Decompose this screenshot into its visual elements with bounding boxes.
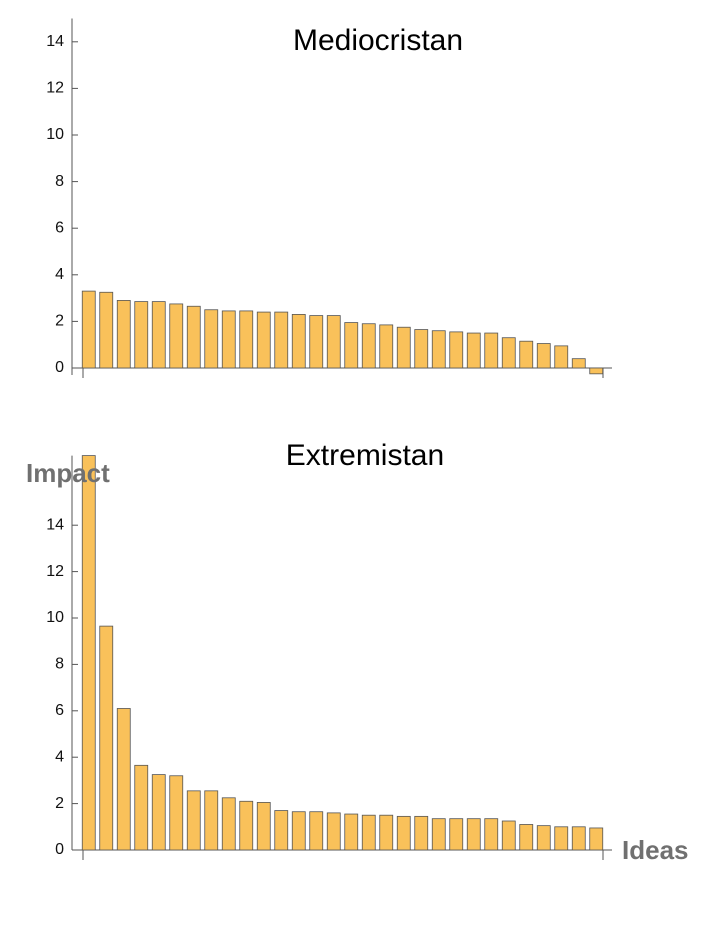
bar xyxy=(186,790,201,851)
x-axis-label: Ideas xyxy=(622,835,689,865)
bar xyxy=(239,310,254,369)
chart-title: Extremistan xyxy=(286,439,444,472)
bar xyxy=(291,811,306,851)
y-tick-label: 14 xyxy=(46,33,64,50)
bar xyxy=(536,343,551,369)
bar xyxy=(379,814,394,851)
bar xyxy=(221,797,236,851)
bar xyxy=(414,329,429,369)
bar xyxy=(519,824,534,851)
bar xyxy=(361,323,376,369)
chart-title: Mediocristan xyxy=(293,24,463,57)
bar xyxy=(484,818,499,851)
bar xyxy=(379,324,394,369)
bar xyxy=(116,708,131,851)
bar xyxy=(431,818,446,851)
bar xyxy=(204,309,219,369)
bar xyxy=(484,332,499,369)
bar xyxy=(326,812,341,851)
bar xyxy=(81,455,96,851)
bar xyxy=(344,322,359,369)
bar xyxy=(116,300,131,369)
bar xyxy=(431,330,446,369)
bar xyxy=(396,815,411,851)
bar xyxy=(519,340,534,369)
bar xyxy=(396,326,411,369)
y-tick-label: 6 xyxy=(55,702,64,719)
y-tick-label: 8 xyxy=(55,173,64,190)
y-tick-label: 0 xyxy=(55,841,64,858)
y-tick-label: 2 xyxy=(55,313,64,330)
bar xyxy=(134,301,149,369)
bar xyxy=(309,811,324,851)
bar xyxy=(449,331,464,369)
y-tick-label: 12 xyxy=(46,80,64,97)
y-tick-label: 4 xyxy=(55,266,64,283)
bar xyxy=(274,810,289,851)
bar xyxy=(501,337,516,369)
y-tick-label: 0 xyxy=(55,359,64,376)
bar xyxy=(169,775,184,851)
bar xyxy=(589,827,604,851)
bar xyxy=(326,315,341,369)
bar xyxy=(204,790,219,851)
bar xyxy=(151,301,166,369)
bar xyxy=(239,800,254,851)
y-tick-label: 6 xyxy=(55,219,64,236)
bar xyxy=(449,818,464,851)
bar xyxy=(414,815,429,851)
bar xyxy=(134,764,149,851)
bar xyxy=(274,311,289,369)
bar xyxy=(589,367,604,375)
bar xyxy=(291,314,306,369)
y-tick-label: 4 xyxy=(55,748,64,765)
bar xyxy=(554,826,569,851)
bar xyxy=(361,814,376,851)
bar xyxy=(186,305,201,369)
y-tick-label: 8 xyxy=(55,656,64,673)
y-tick-label: 10 xyxy=(46,609,64,626)
bar xyxy=(501,820,516,851)
y-tick-label: 12 xyxy=(46,563,64,580)
bar xyxy=(169,303,184,369)
y-tick-label: 14 xyxy=(46,516,64,533)
bar xyxy=(344,813,359,851)
bar xyxy=(99,291,114,369)
y-axis-label: Impact xyxy=(26,458,110,488)
bar xyxy=(571,826,586,851)
bar xyxy=(466,818,481,851)
y-tick-label: 10 xyxy=(46,126,64,143)
bar xyxy=(466,332,481,369)
bar xyxy=(571,358,586,369)
bar xyxy=(151,774,166,851)
bar xyxy=(256,802,271,851)
bar xyxy=(536,825,551,851)
bar xyxy=(309,315,324,369)
y-tick-label: 2 xyxy=(55,795,64,812)
bar xyxy=(99,625,114,851)
bar xyxy=(81,290,96,369)
bar xyxy=(554,345,569,369)
bar xyxy=(221,310,236,369)
bar xyxy=(256,311,271,369)
